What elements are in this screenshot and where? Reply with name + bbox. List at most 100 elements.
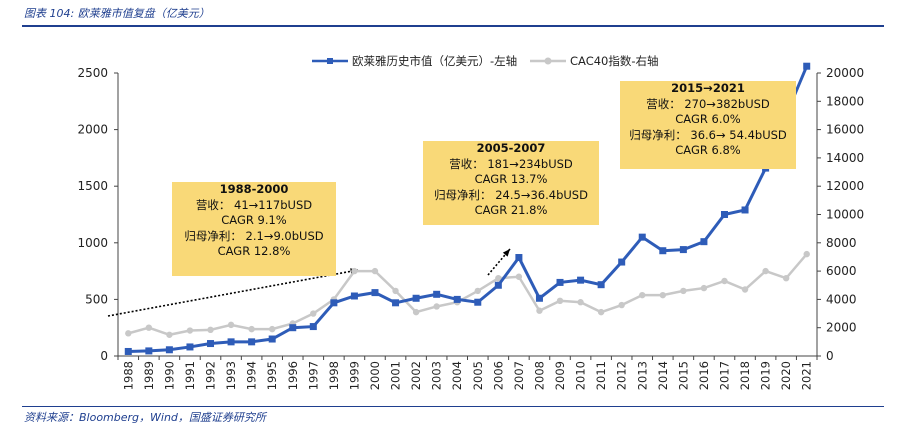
cac40-point bbox=[577, 299, 584, 306]
x-tick-label: 2007 bbox=[512, 361, 526, 390]
cac40-point bbox=[351, 267, 358, 275]
source-rule bbox=[22, 406, 884, 407]
cac40-point bbox=[803, 250, 810, 258]
loreal-point bbox=[165, 346, 173, 354]
x-tick-label: 1991 bbox=[183, 361, 197, 390]
cac40-point bbox=[125, 330, 132, 337]
x-tick-label: 1995 bbox=[265, 361, 279, 390]
x-tick-label: 2006 bbox=[491, 361, 505, 390]
right-tick-label: 2000 bbox=[826, 321, 857, 335]
right-tick-label: 6000 bbox=[826, 264, 857, 278]
left-tick-label: 2500 bbox=[77, 66, 108, 80]
loreal-point bbox=[638, 233, 646, 241]
left-tick-label: 2000 bbox=[77, 123, 108, 137]
figure-title: 图表 104: 欧莱雅市值复盘（亿美元） bbox=[24, 7, 210, 20]
loreal-point bbox=[515, 254, 523, 262]
annotation-line: CAGR 6.0% bbox=[675, 112, 741, 126]
loreal-point bbox=[145, 347, 153, 355]
loreal-point bbox=[330, 299, 338, 307]
x-tick-label: 1990 bbox=[162, 361, 176, 390]
annotation-line: CAGR 9.1% bbox=[221, 213, 287, 227]
loreal-point bbox=[227, 338, 235, 346]
loreal-point bbox=[700, 238, 708, 246]
loreal-point bbox=[392, 299, 400, 307]
cac40-point bbox=[659, 291, 667, 299]
cac40-point bbox=[782, 274, 790, 282]
cac40-point bbox=[741, 286, 749, 293]
loreal-point bbox=[309, 323, 317, 331]
cac40-point bbox=[166, 331, 173, 338]
cac40-point bbox=[556, 297, 564, 305]
legend-marker-loreal bbox=[327, 58, 333, 64]
loreal-point bbox=[268, 335, 276, 343]
loreal-point bbox=[433, 290, 441, 298]
annotation-line: 归母净利： 2.1→9.0bUSD bbox=[184, 228, 324, 243]
cac40-point bbox=[145, 324, 153, 331]
x-tick-label: 2008 bbox=[532, 361, 546, 390]
right-tick-label: 8000 bbox=[826, 236, 857, 250]
loreal-line bbox=[128, 65, 809, 353]
cac40-point bbox=[227, 321, 235, 329]
x-tick-label: 1998 bbox=[327, 361, 341, 390]
loreal-point bbox=[535, 294, 543, 302]
cac40-point bbox=[268, 325, 276, 333]
loreal-point bbox=[803, 62, 811, 70]
x-tick-label: 1999 bbox=[347, 361, 361, 390]
cac40-point bbox=[700, 284, 708, 292]
x-tick-label: 2014 bbox=[656, 361, 670, 390]
loreal-point bbox=[453, 295, 461, 303]
cac40-point bbox=[474, 287, 481, 295]
x-tick-label: 2015 bbox=[676, 361, 690, 390]
title-rule bbox=[22, 25, 884, 27]
x-tick-label: 2012 bbox=[615, 361, 629, 390]
loreal-series bbox=[124, 62, 811, 355]
loreal-point bbox=[412, 294, 420, 302]
loreal-point bbox=[618, 258, 626, 266]
cac40-point bbox=[495, 274, 502, 282]
right-tick-label: 14000 bbox=[826, 151, 864, 165]
cac40-point bbox=[680, 287, 687, 295]
annotation-2005-2007: 2005-2007 营收： 181→234bUSD CAGR 13.7% 归母净… bbox=[423, 141, 599, 225]
loreal-point bbox=[371, 289, 379, 297]
cac40-point bbox=[721, 277, 728, 285]
annotation-line: CAGR 13.7% bbox=[474, 172, 548, 186]
loreal-point bbox=[124, 347, 132, 355]
loreal-point bbox=[186, 343, 194, 351]
right-tick-label: 20000 bbox=[826, 66, 864, 80]
x-tick-label: 2019 bbox=[759, 361, 773, 390]
x-tick-label: 1989 bbox=[142, 361, 156, 390]
right-tick-label: 18000 bbox=[826, 94, 864, 108]
x-tick-label: 1994 bbox=[245, 361, 259, 390]
cac40-point bbox=[762, 267, 769, 275]
loreal-point bbox=[289, 324, 297, 332]
x-tick-label: 1993 bbox=[224, 361, 238, 390]
x-tick-label: 2010 bbox=[574, 361, 588, 390]
chart-axes: 0 500 1000 1500 2000 2500 0 2000 4000 6000 8000 100… bbox=[77, 66, 864, 390]
annotation-line: CAGR 6.8% bbox=[675, 143, 741, 157]
source-note: 资料来源：Bloomberg，Wind，国盛证券研究所 bbox=[24, 411, 266, 424]
loreal-point bbox=[577, 276, 585, 284]
loreal-point bbox=[741, 206, 749, 214]
trend-arrow-2005-2007-head bbox=[502, 249, 510, 257]
annotation-line: 营收： 181→234bUSD bbox=[449, 156, 573, 171]
x-tick-label: 2009 bbox=[553, 361, 567, 390]
left-tick-label: 1500 bbox=[77, 179, 108, 193]
legend: 欧莱雅历史市值（亿美元）-左轴 CAC40指数-右轴 bbox=[312, 54, 659, 68]
cac40-point bbox=[186, 327, 194, 334]
cac40-point bbox=[207, 326, 214, 334]
x-tick-label: 2017 bbox=[717, 361, 731, 390]
x-tick-label: 2020 bbox=[779, 361, 793, 390]
x-tick-label: 1988 bbox=[121, 361, 135, 390]
cac40-point bbox=[536, 307, 543, 314]
cac40-point bbox=[248, 325, 255, 333]
cac40-point bbox=[392, 287, 399, 295]
cac40-point bbox=[310, 310, 317, 317]
loreal-point bbox=[474, 298, 482, 306]
loreal-point bbox=[350, 292, 358, 300]
loreal-point bbox=[207, 340, 215, 348]
cac40-point bbox=[618, 301, 625, 309]
x-tick-label: 2016 bbox=[697, 361, 711, 390]
right-tick-label: 16000 bbox=[826, 123, 864, 137]
loreal-point bbox=[556, 278, 564, 286]
